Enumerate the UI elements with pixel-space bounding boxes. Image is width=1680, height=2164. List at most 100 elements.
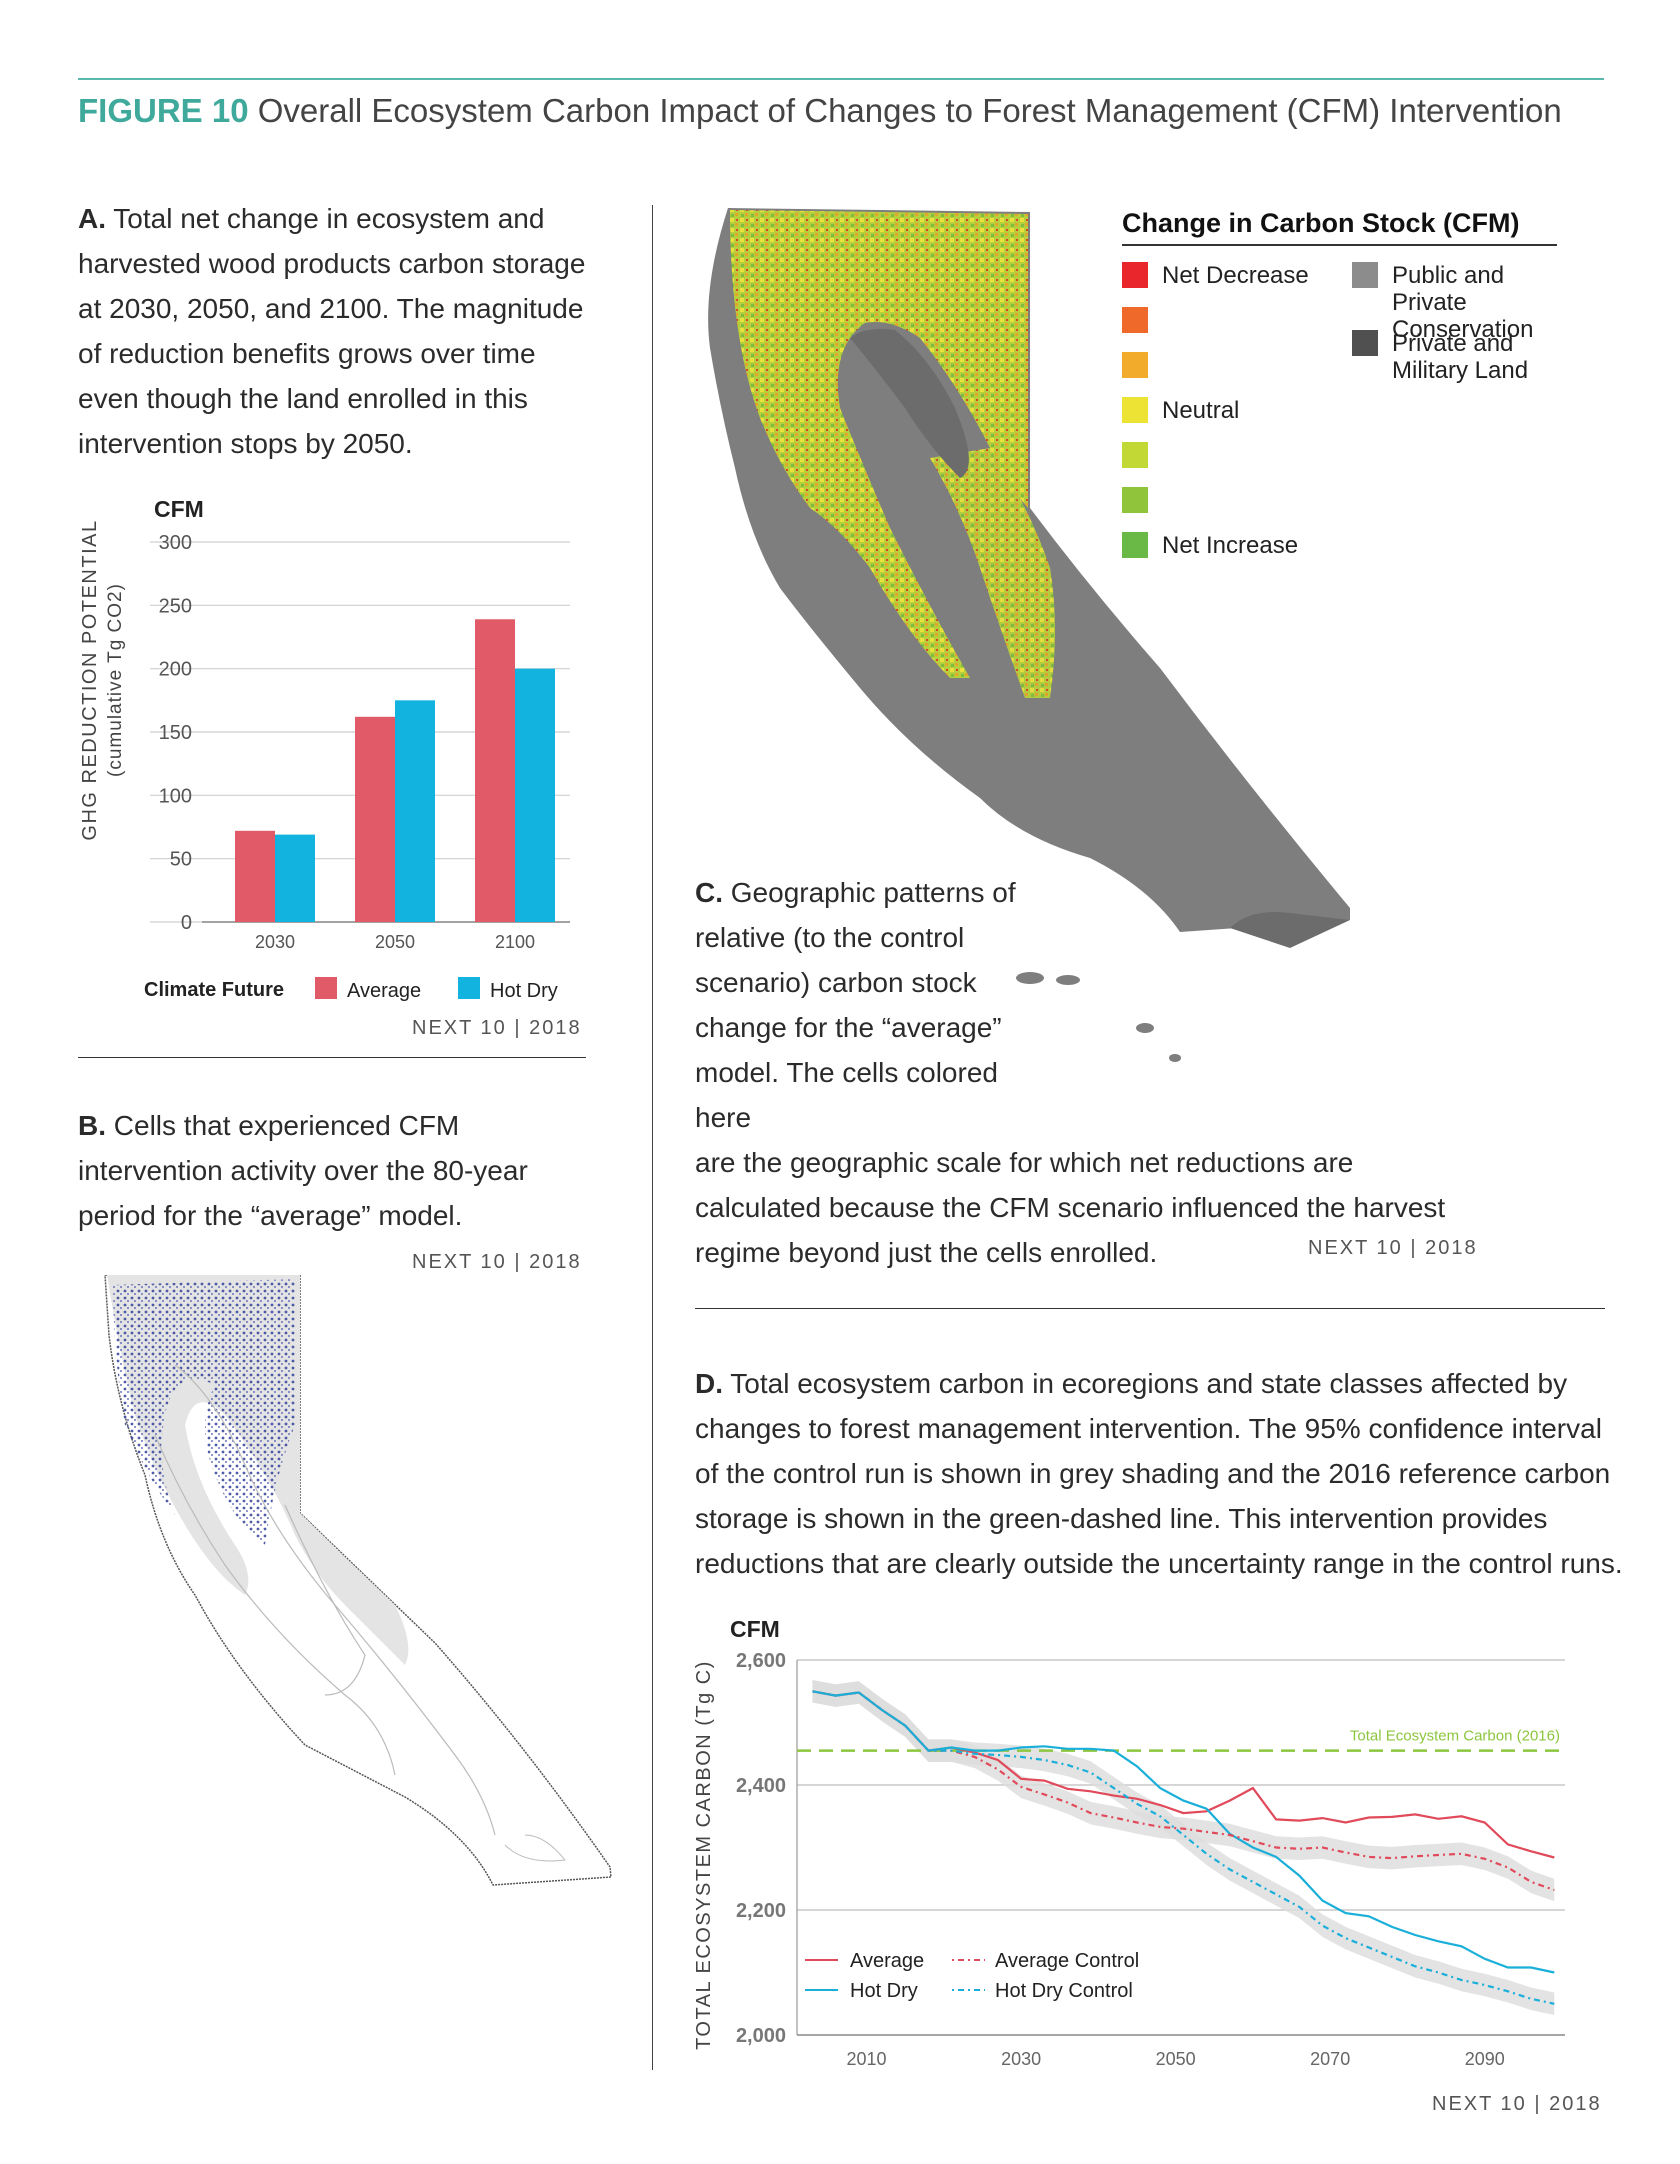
panel-c-text-wide: are the geographic scale for which net r… (695, 1147, 1446, 1268)
line-chart-legend: Average Hot Dry Average Control Hot Dry … (805, 1950, 1139, 2002)
line-chart-title: CFM (730, 1616, 780, 1642)
line-chart-ylabel: TOTAL ECOSYSTEM CARBON (Tg C) (693, 1660, 715, 2050)
map-legend-label: Neutral (1162, 397, 1240, 424)
top-rule (78, 78, 1604, 80)
california-map-enrolled-cells (104, 1275, 612, 1886)
line-y-tick-label: 2,000 (736, 2025, 786, 2047)
bar-x-tick-label: 2030 (255, 932, 295, 952)
panel-a-letter: A. (78, 203, 106, 234)
column-divider (652, 205, 653, 2070)
panel-d-caption: D. Total ecosystem carbon in ecoregions … (695, 1361, 1625, 1586)
legend-hotdry-label: Hot Dry (850, 1980, 918, 2002)
bar-chart-y-ticks: 0 50 100 150 200 250 300 (159, 532, 192, 934)
map-legend-rule (1122, 244, 1557, 246)
panel-c-letter: C. (695, 877, 723, 908)
series-hot-dry-control (812, 1690, 1555, 2005)
line-chart: CFM 2,000 2,200 2,400 2,600 2010 2030 2050 207… (693, 1616, 1565, 2069)
map-legend-label: Private and Military Land (1392, 330, 1529, 384)
map-legend-swatch (1122, 307, 1148, 333)
bar-y-tick-label: 200 (159, 659, 192, 681)
map-legend-item: Net Decrease (1122, 262, 1309, 289)
bar-y-tick-label: 100 (159, 785, 192, 807)
line-x-tick-label: 2090 (1465, 2049, 1505, 2069)
legend-average-label: Average (850, 1950, 924, 1972)
map-legend-item (1122, 352, 1148, 378)
figure-label: FIGURE 10 (78, 92, 249, 129)
bar-x-tick-label: 2100 (495, 932, 535, 952)
bar-average-2050 (355, 716, 395, 922)
panel-c-rule (695, 1308, 1605, 1309)
map-legend-title: Change in Carbon Stock (CFM) (1122, 208, 1520, 238)
map-legend-item: Net Increase (1122, 532, 1298, 559)
panel-a-rule (78, 1057, 586, 1058)
bar-y-tick-label: 0 (181, 912, 192, 934)
bar-y-tick-label: 50 (170, 849, 192, 871)
bar-y-tick-label: 250 (159, 595, 192, 617)
panel-d-credit: NEXT 10 | 2018 (1432, 2093, 1602, 2115)
map-legend-swatch (1122, 487, 1148, 513)
hotdry-control-confidence-band (812, 1680, 1555, 2015)
map-legend-swatch (1352, 262, 1378, 288)
bar-legend-hotdry-label: Hot Dry (490, 980, 558, 1002)
bar-legend-title: Climate Future (144, 979, 284, 1001)
bar-y-tick-label: 300 (159, 532, 192, 554)
map-legend-label: Net Decrease (1162, 262, 1309, 289)
map-legend-item (1122, 307, 1148, 333)
panel-c-text-narrow: Geographic patterns of relative (to the … (695, 877, 1016, 1133)
map-legend-swatch (1122, 262, 1148, 288)
panel-a-credit: NEXT 10 | 2018 (412, 1017, 582, 1039)
panel-b-text: Cells that experienced CFM intervention … (78, 1110, 528, 1231)
bar-legend-average-swatch (315, 977, 337, 999)
map-legend-swatch (1122, 532, 1148, 558)
bar-y-tick-label: 150 (159, 722, 192, 744)
bar-chart-x-ticks: 2030 2050 2100 (255, 932, 535, 952)
map-legend-item (1122, 487, 1148, 513)
line-chart-y-ticks: 2,000 2,200 2,400 2,600 (736, 1650, 786, 2047)
bar-chart-legend: Climate Future Average Hot Dry (144, 977, 558, 1002)
map-legend-land-item: Public and Private Conservation (1352, 262, 1582, 343)
figure-title: FIGURE 10 Overall Ecosystem Carbon Impac… (78, 92, 1562, 130)
line-y-tick-label: 2,400 (736, 1775, 786, 1797)
line-chart-series (812, 1690, 1555, 2005)
line-x-tick-label: 2050 (1156, 2049, 1196, 2069)
map-legend-swatch (1122, 442, 1148, 468)
california-map-carbon-change (708, 208, 1350, 1062)
panel-a-text: Total net change in ecosystem and harves… (78, 203, 586, 459)
line-x-tick-label: 2030 (1001, 2049, 1041, 2069)
panel-b-caption: B. Cells that experienced CFM interventi… (78, 1103, 598, 1238)
bar-chart-bars (235, 619, 555, 922)
map-legend-item: Neutral (1122, 397, 1239, 424)
bar-hot-dry-2050 (395, 700, 435, 922)
bar-x-tick-label: 2050 (375, 932, 415, 952)
bar-hot-dry-2100 (515, 668, 555, 922)
panel-d-letter: D. (695, 1368, 723, 1399)
legend-average-control-label: Average Control (995, 1950, 1139, 1972)
panel-b-letter: B. (78, 1110, 106, 1141)
bar-average-2100 (475, 619, 515, 922)
average-control-confidence-band (812, 1680, 1555, 1902)
bar-legend-average-label: Average (347, 980, 421, 1002)
panel-a-caption: A. Total net change in ecosystem and har… (78, 196, 598, 466)
legend-hotdry-control-label: Hot Dry Control (995, 1980, 1133, 2002)
bar-chart-title: CFM (154, 496, 204, 522)
panel-c-caption: C. Geographic patterns of relative (to t… (695, 870, 1455, 1275)
bar-legend-hotdry-swatch (458, 977, 480, 999)
panel-c-credit: NEXT 10 | 2018 (1308, 1237, 1478, 1259)
figure-title-text: Overall Ecosystem Carbon Impact of Chang… (257, 92, 1562, 129)
panel-d-text: Total ecosystem carbon in ecoregions and… (695, 1368, 1623, 1579)
line-y-tick-label: 2,600 (736, 1650, 786, 1672)
line-chart-grid (796, 1659, 1565, 2036)
line-x-tick-label: 2070 (1310, 2049, 1350, 2069)
map-legend-swatch (1352, 330, 1378, 356)
bar-average-2030 (235, 830, 275, 922)
map-legend-swatch (1122, 397, 1148, 423)
map-legend-label: Public and Private Conservation (1392, 262, 1534, 343)
bar-chart-ylabel-units: (cumulative Tg CO2) (105, 583, 126, 777)
panel-b-credit: NEXT 10 | 2018 (412, 1251, 582, 1273)
reference-line-label: Total Ecosystem Carbon (2016) (1350, 1728, 1560, 1745)
map-legend-item (1122, 442, 1148, 468)
line-y-tick-label: 2,200 (736, 1900, 786, 1922)
line-chart-x-ticks: 2010 2030 2050 2070 2090 (847, 2049, 1505, 2069)
bar-chart: CFM 0 50 100 150 200 250 300 2030 2050 2100 GHG … (79, 496, 570, 1002)
bar-chart-ylabel: GHG REDUCTION POTENTIAL (79, 519, 101, 840)
